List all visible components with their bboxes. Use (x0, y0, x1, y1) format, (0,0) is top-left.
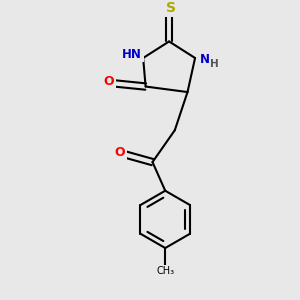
Text: S: S (166, 1, 176, 15)
Text: O: O (115, 146, 125, 159)
Text: CH₃: CH₃ (156, 266, 174, 276)
Text: O: O (104, 75, 114, 88)
Text: N: N (200, 53, 210, 66)
Text: HN: HN (122, 48, 142, 61)
Text: H: H (210, 59, 219, 69)
